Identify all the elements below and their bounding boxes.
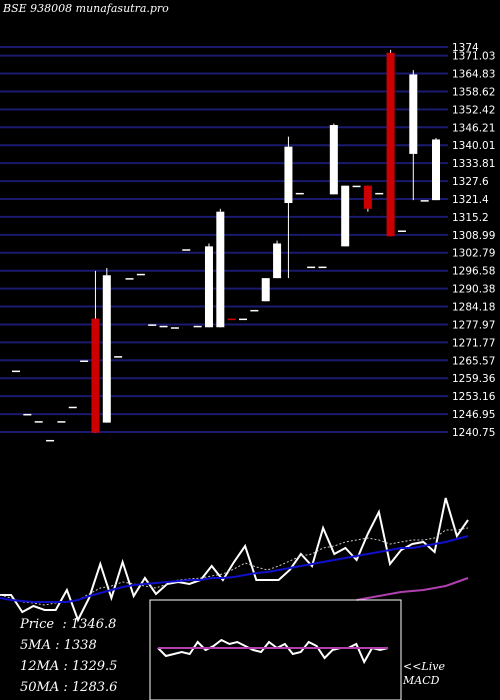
candle-body (57, 421, 66, 423)
price-tick-label: 1346.21 (452, 122, 495, 134)
macd-line-macd (157, 638, 389, 665)
price-tick-label: 1308.99 (452, 230, 495, 242)
candle-body (91, 318, 100, 433)
price-tick-label: 1253.16 (452, 391, 496, 403)
legend-5ma-value: 1338 (63, 638, 97, 653)
candle-body (102, 275, 111, 423)
legend-12ma-label: 12MA (20, 659, 60, 674)
indicator-lines (0, 497, 469, 623)
macd-lines (157, 638, 389, 665)
candle-body (341, 185, 350, 247)
legend-50ma-label: 50MA (20, 680, 60, 695)
price-tick-label: 1321.4 (452, 194, 489, 206)
candle-body (12, 370, 20, 373)
series-line-50ma (356, 577, 469, 601)
candle-body (250, 309, 259, 312)
candle-body (114, 356, 123, 358)
price-tick-label: 1358.62 (452, 86, 495, 98)
candle-body (352, 185, 361, 188)
series-line-12ma (0, 535, 469, 603)
legend-12ma-value: 1329.5 (71, 659, 118, 674)
price-tick-label: 1315.2 (452, 212, 489, 224)
candle-body (261, 278, 270, 302)
price-tick-label: 1374 (452, 42, 479, 54)
candle-body (375, 192, 384, 195)
price-tick-label: 1277.97 (452, 319, 495, 331)
candle-body (307, 266, 316, 269)
macd-live-label: <<Live (403, 660, 445, 673)
chart-title: BSE 938008 munafasutra.pro (3, 2, 169, 15)
candle-body (148, 324, 157, 326)
legend-price: Price : 1346.8 (20, 617, 117, 632)
candle-body (409, 74, 418, 154)
price-tick-label: 1271.77 (452, 337, 495, 349)
candle-body (170, 327, 179, 329)
candles (12, 49, 440, 442)
candle-body (80, 360, 89, 362)
candle-body (46, 439, 55, 442)
candle-body (273, 243, 282, 279)
legend-5ma: 5MA : 1338 (20, 638, 97, 653)
candle-body (295, 192, 304, 195)
price-tick-label: 1340.01 (452, 140, 495, 152)
legend-50ma: 50MA : 1283.6 (20, 680, 118, 695)
candle-body (68, 406, 77, 409)
candle-body (136, 273, 145, 276)
macd-panel (149, 599, 402, 700)
price-tick-label: 1296.58 (452, 266, 495, 278)
candle-body (284, 146, 293, 204)
legend-50ma-value: 1283.6 (71, 680, 118, 695)
price-tick-label: 1327.6 (452, 176, 489, 188)
price-tick-label: 1284.18 (452, 302, 495, 314)
price-tick-label: 1290.38 (452, 284, 495, 296)
series-line-price (0, 497, 469, 623)
series-line-5ma (0, 527, 469, 606)
grid-lines (0, 46, 448, 433)
candle-body (432, 139, 440, 201)
candle-body (386, 52, 395, 237)
candle-body (397, 230, 406, 232)
macd-title-label: MACD (403, 674, 440, 687)
candle-body (363, 185, 372, 209)
candle-body (420, 200, 429, 202)
legend-5ma-label: 5MA (20, 638, 51, 653)
price-tick-label: 1302.79 (452, 248, 495, 260)
candle-body (216, 211, 225, 328)
price-tick-label: 1246.95 (452, 409, 495, 421)
candle-body (227, 318, 236, 321)
price-tick-label: 1371.03 (452, 51, 495, 63)
candle-body (34, 421, 43, 423)
price-tick-label: 1240.75 (452, 427, 495, 439)
price-tick-label: 1333.81 (452, 158, 495, 170)
candle-body (125, 278, 134, 280)
legend-price-label: Price (20, 617, 55, 632)
candle-body (318, 266, 327, 269)
price-tick-label: 1259.36 (452, 373, 496, 385)
price-tick-label: 1265.57 (452, 355, 495, 367)
candle-body (23, 413, 32, 416)
candle-body (329, 125, 338, 195)
legend-price-value: 1346.8 (70, 617, 117, 632)
candle-body (182, 249, 191, 251)
price-tick-label: 1352.42 (452, 104, 495, 116)
legend-12ma: 12MA : 1329.5 (20, 659, 118, 674)
candle-body (239, 318, 248, 321)
candle-body (193, 325, 202, 328)
candle-body (204, 246, 213, 328)
candle-body (159, 325, 168, 328)
price-tick-label: 1364.83 (452, 68, 495, 80)
